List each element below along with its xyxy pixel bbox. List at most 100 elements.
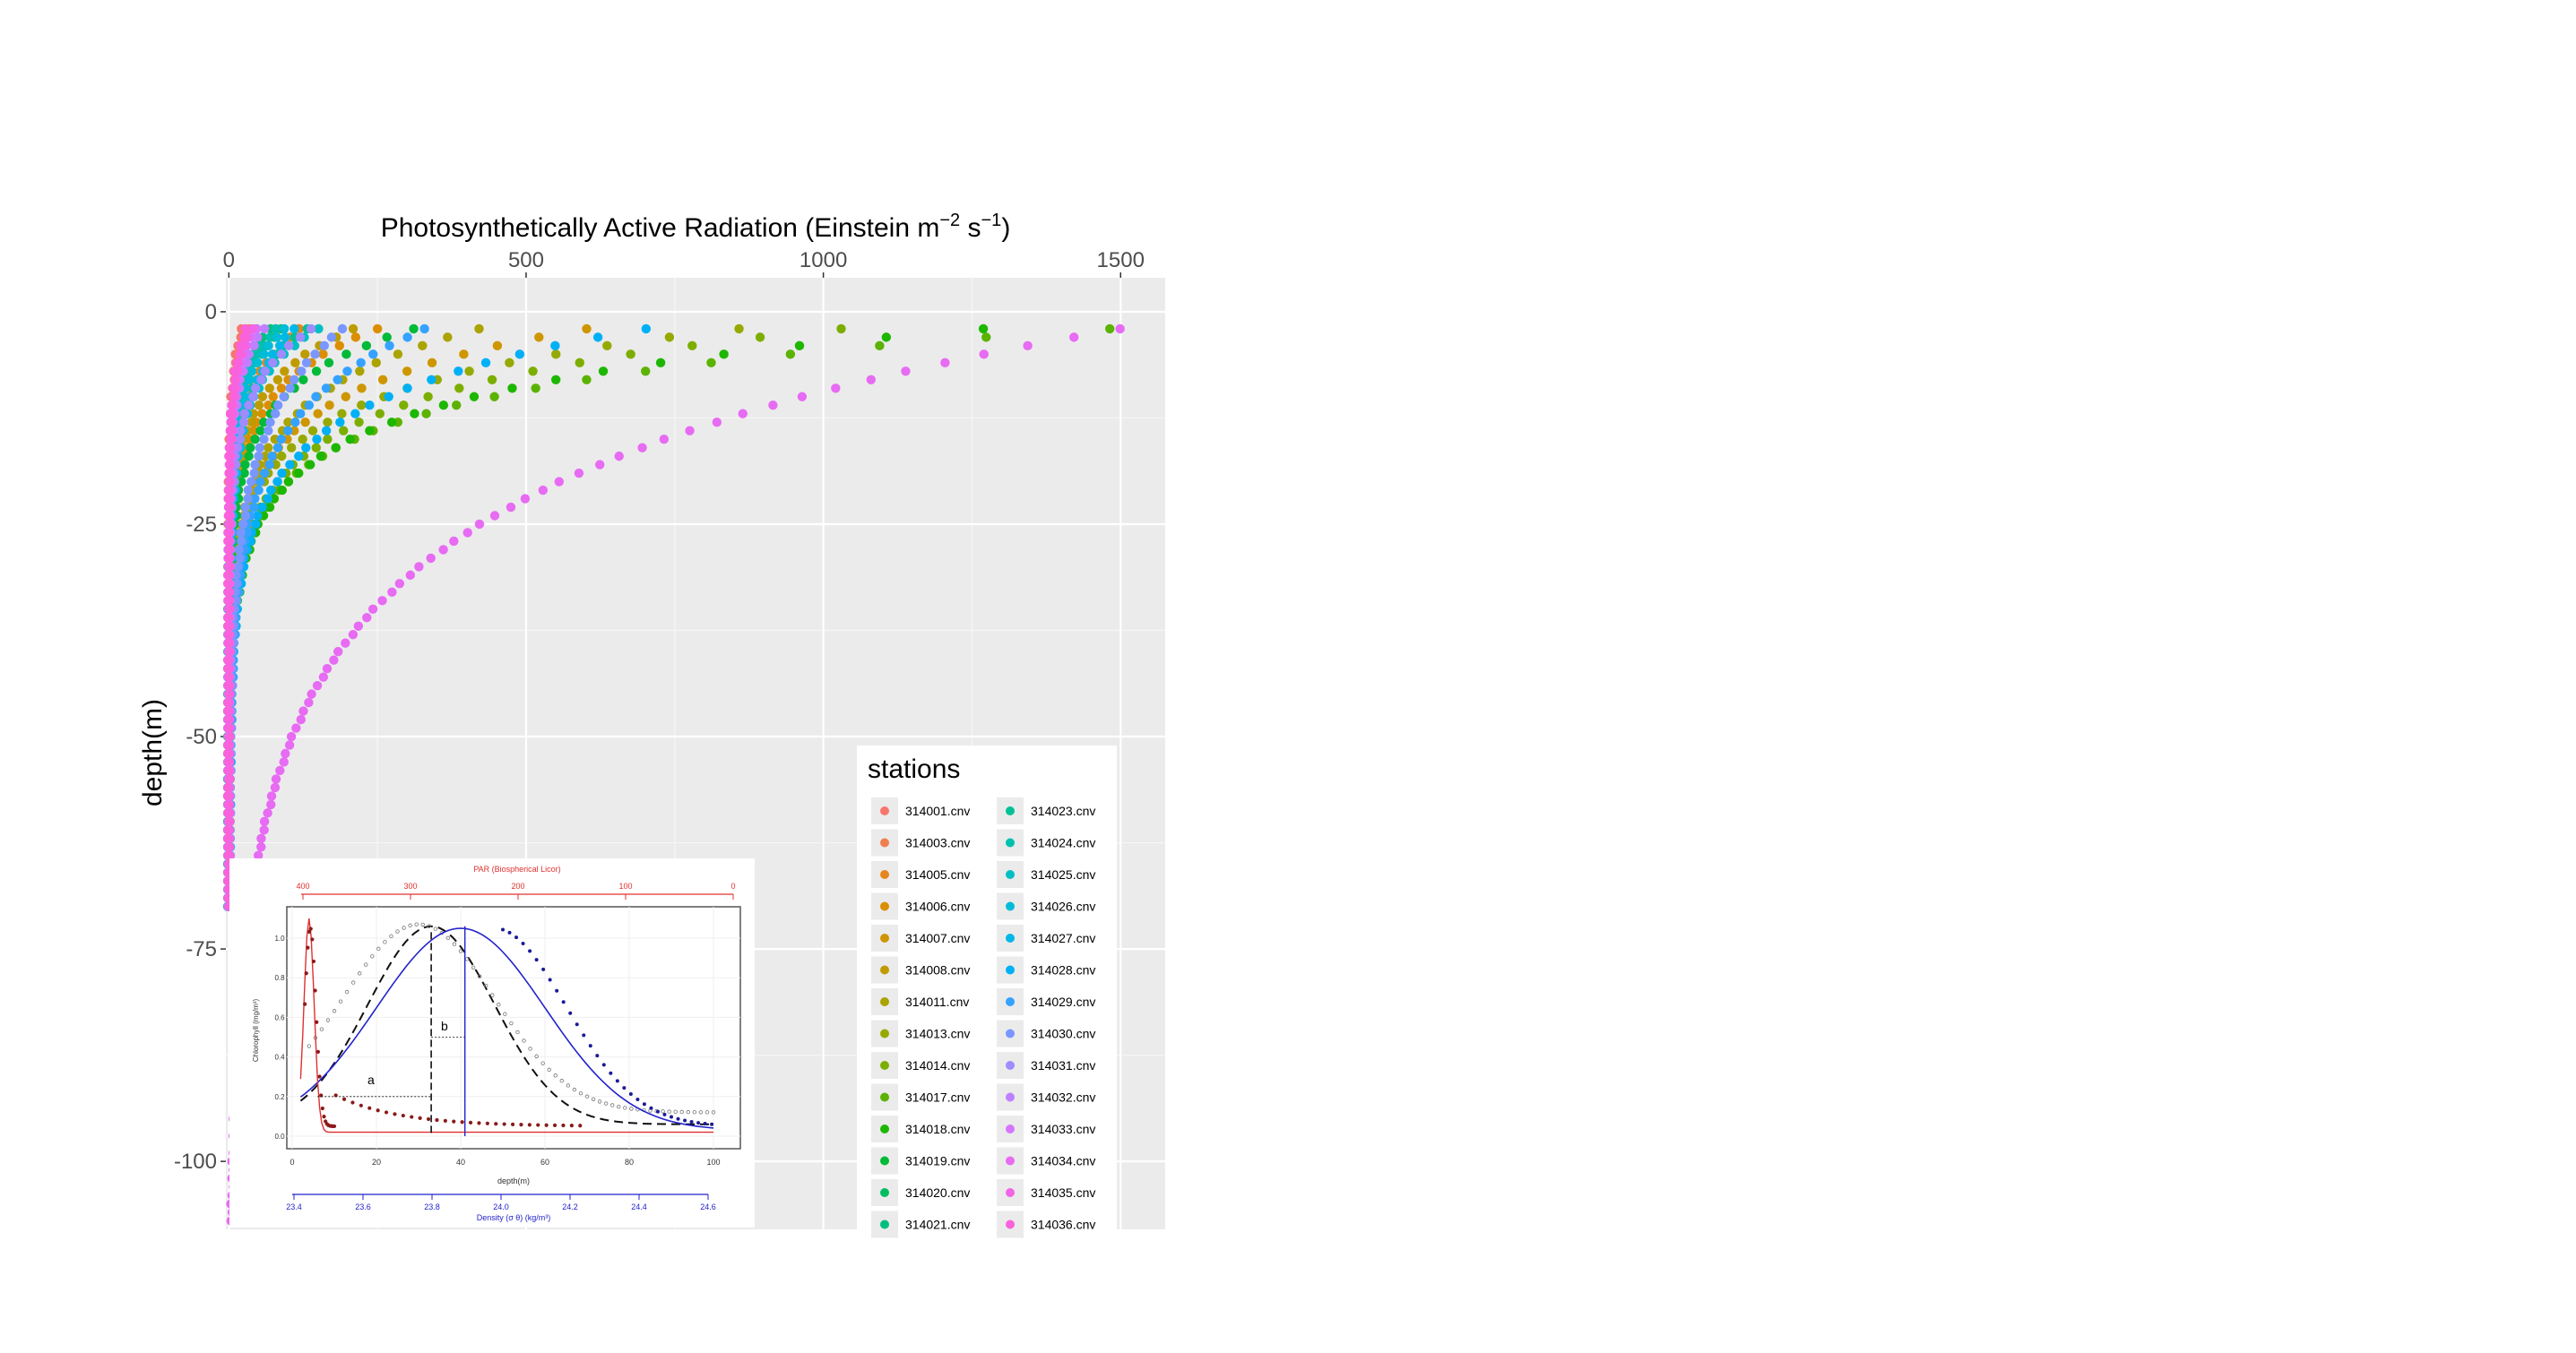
data-point [489,511,500,521]
data-point [236,426,246,435]
inset-red-point [308,926,313,931]
inset-density-curve [299,927,714,1129]
data-point [554,477,565,487]
inset-open-point [383,940,387,944]
data-point [239,409,250,418]
data-point [250,434,260,444]
data-point [265,332,275,342]
data-point [333,647,343,657]
inset-top-tick-label: 300 [403,882,417,891]
legend-marker [1006,806,1015,815]
legend-label: 314006.cnv [905,900,970,914]
data-point [298,434,307,444]
data-point [259,323,270,334]
data-point [225,647,235,657]
inset-open-point [522,1038,526,1043]
data-point [385,340,394,351]
data-point [394,579,404,589]
data-point [224,545,235,555]
inset-left-tick-label: 1.0 [274,935,285,943]
data-point [311,392,321,401]
data-point [271,774,281,784]
data-point [356,401,367,410]
data-point [264,340,273,351]
data-point [687,340,697,351]
data-point [268,392,278,401]
legend-marker [880,838,889,848]
inset-red-point [359,1103,363,1107]
inset-open-point [395,929,400,934]
data-point [318,672,329,682]
inset-red-point [536,1123,540,1127]
data-point [426,553,436,564]
data-point [223,680,233,691]
inset-blue-point [548,978,552,982]
inset-open-point [484,983,488,988]
data-point [225,816,235,827]
x-tick-label: 0 [223,248,235,272]
inset-open-point [534,1054,539,1059]
legend-title: stations [868,754,960,784]
inset-open-point [370,954,375,959]
data-point [393,349,403,359]
data-point [341,638,350,648]
inset-open-point [358,971,362,976]
legend-label: 314026.cnv [1031,900,1095,914]
data-point [575,358,584,368]
data-point [901,366,911,376]
legend-label: 314031.cnv [1031,1058,1095,1073]
data-point [356,358,366,368]
data-point [294,468,304,478]
data-point [489,392,499,401]
data-point [248,323,258,334]
data-point [225,426,235,435]
data-point [304,401,315,410]
inset-open-point [332,1009,337,1013]
data-point [551,349,561,359]
inset-open-point [402,926,406,930]
data-point [329,655,339,665]
data-point [268,358,278,368]
data-point [734,323,744,334]
data-point [264,426,273,435]
inset-blue-point [609,1071,613,1075]
data-point [307,426,318,435]
inset-open-point [509,1021,514,1026]
inset-red-point [307,929,312,935]
data-point [289,375,299,384]
data-point [250,460,260,470]
data-point [296,409,306,418]
inset-open-point [597,1099,602,1104]
inset-open-point [667,1109,671,1114]
inset-open-point [376,946,381,952]
data-point [249,426,259,435]
inset-open-point [471,965,476,970]
data-point [881,332,892,342]
x-axis-title-sup2: −1 [981,211,1002,230]
data-point [438,545,448,555]
data-point [253,358,263,368]
data-point [602,340,612,351]
inset-blue-point [635,1098,640,1102]
inset-bottom-axis-label: depth(m) [497,1176,530,1185]
inset-red-point [401,1113,405,1118]
inset-open-point [705,1110,710,1115]
inset-left-tick-label: 0.2 [274,1093,285,1101]
data-point [550,340,560,351]
legend-marker [1006,1029,1015,1038]
data-point [399,401,409,410]
data-point [310,349,320,359]
data-point [368,349,378,359]
inset-open-point [547,1067,551,1073]
inset-open-point [319,1027,324,1031]
data-point [272,375,283,384]
inset-top-tick-label: 200 [511,882,524,891]
data-point [402,366,412,376]
data-point [223,511,234,521]
inset-red-point [317,1074,322,1079]
data-point [614,451,624,461]
data-point [266,791,277,801]
data-point [251,349,262,359]
data-point [469,392,480,401]
inset-red-point [313,988,317,993]
